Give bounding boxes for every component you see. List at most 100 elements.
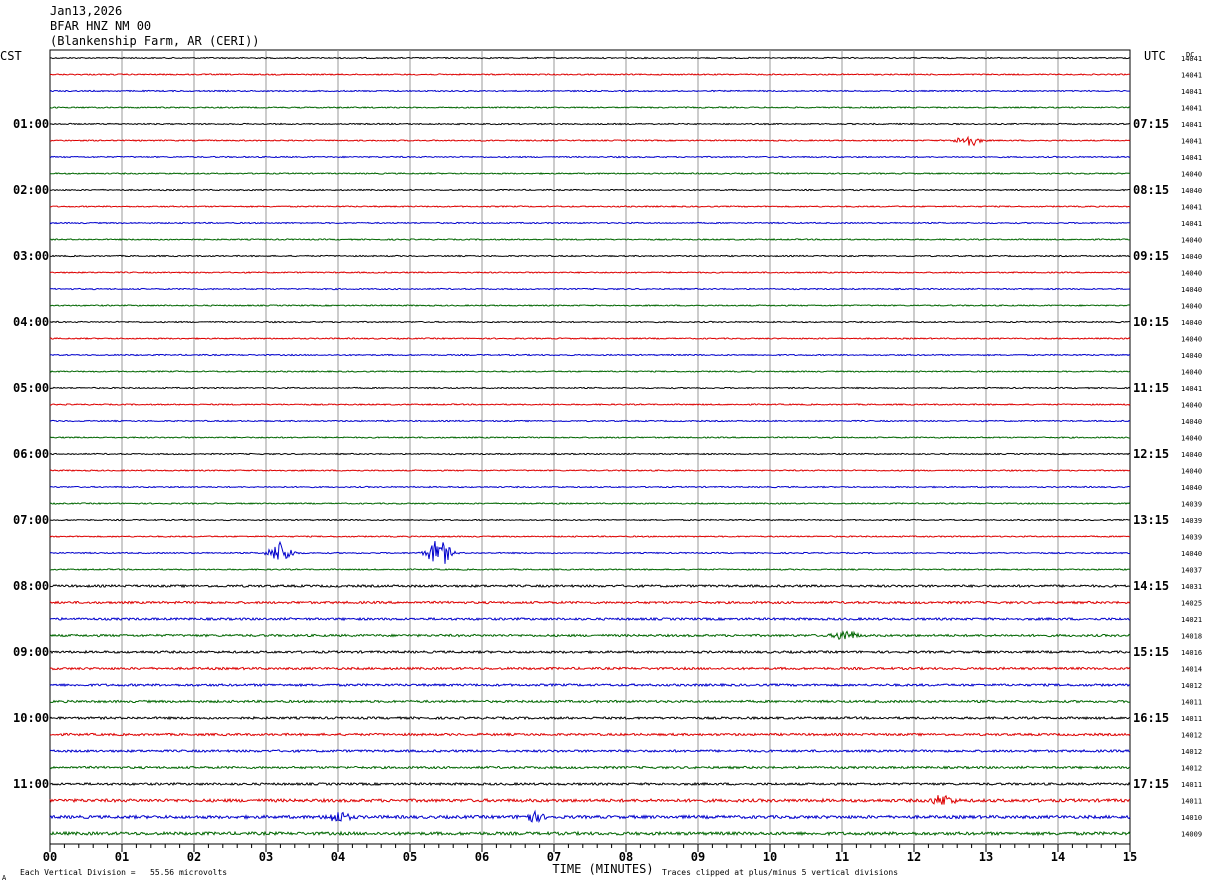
trace-line [49, 616, 1131, 622]
dc-value-label: 14040 [1181, 550, 1202, 558]
x-axis-label: TIME (MINUTES) [552, 862, 653, 876]
x-tick-label: 10 [763, 850, 777, 864]
trace-line [49, 172, 1131, 175]
dc-value-label: 14040 [1181, 336, 1202, 344]
dc-value-label: 14039 [1181, 534, 1202, 542]
dc-value-label: 14040 [1181, 435, 1202, 443]
trace-line [49, 89, 1130, 93]
x-tick-label: 02 [187, 850, 201, 864]
trace-line [49, 540, 1130, 564]
dc-value-label: 14041 [1181, 72, 1202, 80]
trace-line [49, 403, 1131, 406]
trace-line [49, 370, 1131, 373]
x-tick-label: 04 [331, 850, 345, 864]
left-hour-label: 03:00 [13, 249, 49, 263]
trace-line [49, 386, 1131, 390]
dc-value-label: 14018 [1181, 633, 1202, 641]
trace-line [49, 600, 1131, 605]
dc-value-label: 14025 [1181, 600, 1202, 608]
x-tick-label: 00 [43, 850, 57, 864]
dc-value-label: 14010 [1181, 814, 1202, 822]
dc-value-label: 14040 [1181, 369, 1202, 377]
x-tick-label: 07 [547, 850, 561, 864]
dc-value-label: 14041 [1181, 138, 1202, 146]
dc-value-label: 14011 [1181, 715, 1202, 723]
dc-header: DC [1186, 51, 1194, 59]
dc-value-label: 14041 [1181, 154, 1202, 162]
trace-line [49, 106, 1131, 109]
dc-value-label: 14012 [1181, 748, 1202, 756]
dc-value-label: 14016 [1181, 649, 1202, 657]
left-hour-label: 09:00 [13, 645, 49, 659]
trace-line [49, 304, 1131, 307]
trace-line [49, 419, 1131, 423]
x-tick-label: 13 [979, 850, 993, 864]
dc-value-label: 14021 [1181, 616, 1202, 624]
grid-layer [49, 49, 1131, 852]
trace-line [49, 135, 1131, 147]
trace-line [49, 809, 1131, 824]
plot-frame [49, 49, 1131, 845]
dc-value-label: 14041 [1181, 385, 1202, 393]
dc-value-label: 14040 [1181, 303, 1202, 311]
trace-line [49, 485, 1131, 489]
trace-line [49, 699, 1131, 704]
dc-value-label: 14039 [1181, 501, 1202, 509]
dc-value-label: 14040 [1181, 484, 1202, 492]
x-tick-label: 03 [259, 850, 273, 864]
dc-value-label: 14012 [1181, 732, 1202, 740]
trace-line [49, 583, 1131, 589]
dc-value-label: 14011 [1181, 781, 1202, 789]
dc-value-label: 14041 [1181, 121, 1202, 129]
trace-line [49, 56, 1131, 60]
dc-value-label: 14041 [1181, 55, 1202, 63]
header-station: BFAR HNZ NM 00 [50, 19, 152, 33]
right-hour-label: 17:15 [1133, 777, 1169, 791]
trace-line [49, 205, 1131, 208]
trace-line [49, 748, 1131, 754]
trace-line [49, 830, 1131, 837]
trace-line [49, 715, 1131, 721]
trace-line [49, 732, 1131, 737]
dc-value-label: 14040 [1181, 253, 1202, 261]
right-hour-label: 11:15 [1133, 381, 1169, 395]
left-hour-label: 02:00 [13, 183, 49, 197]
right-hour-label: 07:15 [1133, 117, 1169, 131]
x-tick-label: 08 [619, 850, 633, 864]
left-hour-label: 01:00 [13, 117, 49, 131]
dc-value-label: 14040 [1181, 237, 1202, 245]
left-hour-label: 11:00 [13, 777, 49, 791]
dc-value-label: 14041 [1181, 105, 1202, 113]
trace-line [50, 254, 1131, 258]
trace-line [49, 630, 1131, 640]
dc-value-label: 14041 [1181, 88, 1202, 96]
trace-line [49, 337, 1131, 340]
trace-line [49, 794, 1131, 805]
left-hour-label: 06:00 [13, 447, 49, 461]
x-tick-label: 06 [475, 850, 489, 864]
dc-value-label: 14031 [1181, 583, 1202, 591]
dc-value-label: 14041 [1181, 204, 1202, 212]
x-tick-label: 14 [1051, 850, 1065, 864]
dc-value-label: 14014 [1181, 666, 1202, 674]
left-hour-label: 10:00 [13, 711, 49, 725]
trace-line [49, 188, 1130, 192]
right-timezone-label: UTC [1144, 49, 1166, 63]
trace-line [49, 649, 1131, 655]
x-tick-label: 05 [403, 850, 417, 864]
trace-line [49, 122, 1131, 126]
right-hour-label: 13:15 [1133, 513, 1169, 527]
trace-line [49, 765, 1131, 770]
clip-note: Traces clipped at plus/minus 5 vertical … [662, 868, 898, 877]
right-hour-label: 10:15 [1133, 315, 1169, 329]
dc-value-label: 14039 [1181, 517, 1202, 525]
trace-line [49, 682, 1131, 688]
trace-line [49, 320, 1131, 324]
dc-value-label: 14040 [1181, 286, 1202, 294]
right-hour-label: 15:15 [1133, 645, 1169, 659]
right-hour-label: 12:15 [1133, 447, 1169, 461]
trace-line [49, 469, 1131, 472]
x-tick-label: 12 [907, 850, 921, 864]
dc-value-label: 14040 [1181, 270, 1202, 278]
